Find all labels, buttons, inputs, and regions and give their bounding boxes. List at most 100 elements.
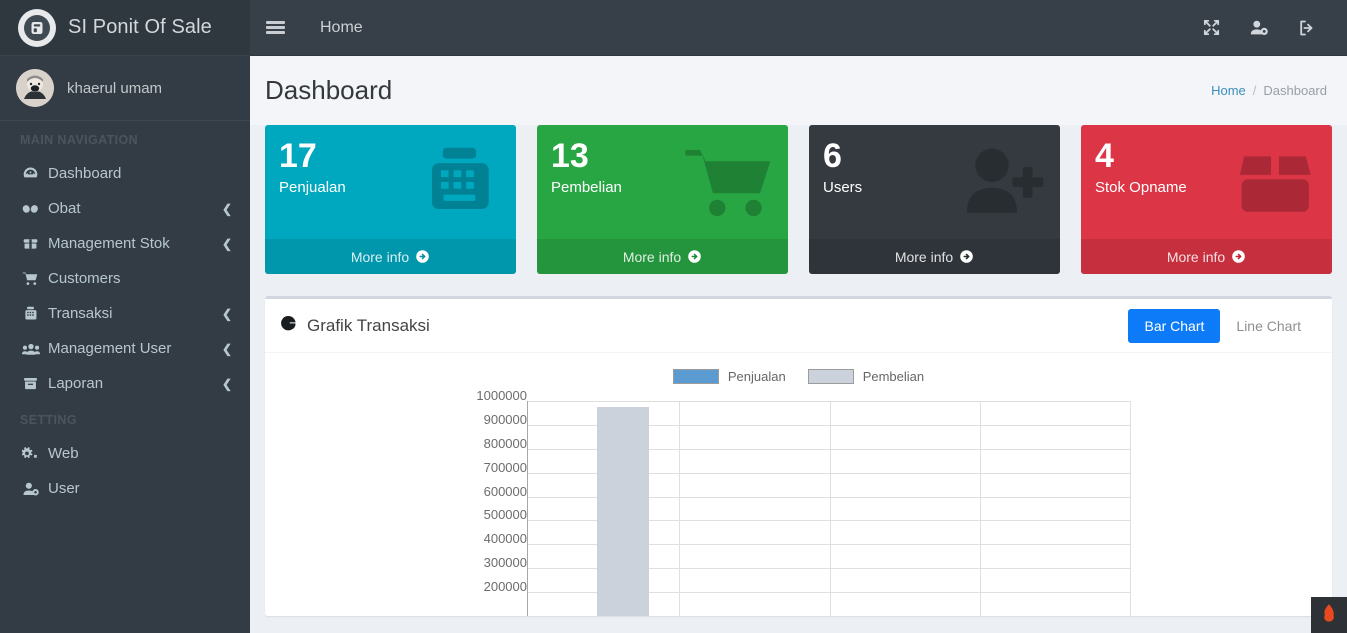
fullscreen-icon[interactable] — [1187, 0, 1235, 56]
sidebar-item-dashboard[interactable]: Dashboard — [0, 156, 250, 191]
legend-item-penjualan: Penjualan — [672, 369, 786, 384]
chevron-left-icon: ❮ — [221, 306, 232, 321]
navbar-home-link[interactable]: Home — [320, 18, 363, 36]
sidebar-item-label: User — [48, 480, 80, 497]
logout-icon[interactable] — [1283, 0, 1331, 56]
breadcrumb-home-link[interactable]: Home — [1211, 83, 1246, 98]
legend-label: Pembelian — [862, 369, 925, 384]
bar-chart-button[interactable]: Bar Chart — [1128, 308, 1221, 343]
shopping-cart-icon — [681, 137, 776, 232]
chevron-left-icon: ❮ — [221, 376, 232, 391]
info-box-more-info[interactable]: More info — [809, 239, 1060, 274]
breadcrumb-separator: / — [1252, 83, 1257, 98]
chart-legend: Penjualan Pembelian — [265, 353, 1332, 384]
sidebar-item-label: Customers — [48, 270, 121, 287]
info-box-more-info[interactable]: More info — [265, 239, 516, 274]
cash-register-icon — [22, 305, 48, 322]
sidebar: SI Ponit Of Sale khaerul umam MAIN NAVIG… — [0, 0, 250, 633]
info-box-more-info[interactable]: More info — [1081, 239, 1332, 274]
content-area: Dashboard Home / Dashboard 17 Penjualan — [250, 56, 1347, 633]
users-icon — [22, 340, 48, 358]
info-box-row: 17 Penjualan — [250, 125, 1347, 274]
chart-bar — [597, 406, 649, 616]
info-box-value: 17 — [279, 137, 317, 175]
sidebar-item-label: Management User — [48, 340, 172, 357]
sidebar-item-management-stok[interactable]: Management Stok ❮ — [0, 226, 250, 261]
sidebar-item-label: Transaksi — [48, 305, 113, 322]
arrow-circle-right-icon — [1232, 250, 1245, 263]
y-axis-tick-label: 200000 — [483, 579, 527, 595]
y-axis-tick-label: 400000 — [483, 531, 527, 547]
sidebar-item-customers[interactable]: Customers — [0, 261, 250, 296]
legend-item-pembelian: Pembelian — [807, 369, 925, 384]
nav-section-header-main: MAIN NAVIGATION — [20, 133, 139, 147]
info-box-label: Pembelian — [551, 179, 622, 196]
sidebar-item-management-user[interactable]: Management User ❮ — [0, 331, 250, 366]
info-box-label: Stok Opname — [1095, 179, 1187, 196]
info-box-inner: 17 Penjualan — [265, 125, 516, 196]
chart-plot-area — [527, 401, 1131, 616]
line-chart-button[interactable]: Line Chart — [1220, 309, 1317, 343]
legend-swatch — [807, 369, 854, 384]
grid-line-vertical — [1130, 401, 1131, 616]
info-box-label: Penjualan — [279, 179, 346, 196]
user-settings-icon[interactable] — [1235, 0, 1283, 56]
pie-chart-icon — [280, 314, 298, 337]
info-box-inner: 13 Pembelian — [537, 125, 788, 196]
y-axis-tick-label: 700000 — [483, 459, 527, 475]
arrow-circle-right-icon — [688, 250, 701, 263]
cart-icon — [22, 270, 48, 287]
info-box-pembelian[interactable]: 13 Pembelian More info — [537, 125, 788, 274]
page-title: Dashboard — [265, 75, 393, 105]
top-navbar: Home — [250, 0, 1347, 56]
sidebar-item-laporan[interactable]: Laporan ❮ — [0, 366, 250, 401]
info-box-value: 6 — [823, 137, 842, 175]
chart-body: Penjualan Pembelian 1000000 900000 800000 7… — [265, 353, 1332, 616]
flame-icon — [1320, 603, 1338, 628]
info-box-more-info[interactable]: More info — [537, 239, 788, 274]
logo-mark-icon — [18, 8, 56, 47]
info-box-footer-label: More info — [1166, 248, 1226, 265]
arrow-circle-right-icon — [960, 250, 973, 263]
y-axis-tick-label: 1000000 — [476, 388, 527, 403]
info-box-value: 13 — [551, 137, 589, 175]
arrow-circle-right-icon — [416, 250, 429, 263]
breadcrumb: Home / Dashboard — [1211, 83, 1327, 98]
hamburger-icon[interactable] — [250, 0, 300, 56]
chart-type-toggle: Bar Chart Line Chart — [1128, 308, 1317, 343]
chart-card: Grafik Transaksi Bar Chart Line Chart Pe… — [265, 296, 1332, 616]
chart-card-header: Grafik Transaksi Bar Chart Line Chart — [265, 299, 1332, 353]
sidebar-item-user[interactable]: User — [0, 471, 250, 506]
chart-plot-wrapper: 1000000 900000 800000 700000 600000 500000 400… — [265, 389, 1332, 616]
user-plus-icon — [956, 137, 1048, 232]
sidebar-item-web[interactable]: Web — [0, 436, 250, 471]
dashboard-icon — [22, 165, 48, 182]
nav-section-header-setting: SETTING — [20, 413, 77, 427]
info-box-footer-label: More info — [894, 248, 954, 265]
sidebar-item-obat[interactable]: Obat ❮ — [0, 191, 250, 226]
user-cog-icon — [22, 480, 48, 498]
box-open-icon — [1230, 137, 1320, 230]
y-axis-tick-label: 600000 — [483, 483, 527, 499]
sidebar-item-transaksi[interactable]: Transaksi ❮ — [0, 296, 250, 331]
sidebar-item-label: Web — [48, 445, 79, 462]
user-panel[interactable]: khaerul umam — [0, 56, 250, 121]
info-box-users[interactable]: 6 Users More info — [809, 125, 1060, 274]
box-icon — [22, 235, 48, 252]
info-box-inner: 6 Users — [809, 125, 1060, 196]
info-box-inner: 4 Stok Opname — [1081, 125, 1332, 196]
chart-title-text: Grafik Transaksi — [307, 315, 430, 335]
debug-bar-toggle[interactable] — [1311, 597, 1347, 633]
info-box-value: 4 — [1095, 137, 1114, 175]
chevron-left-icon: ❮ — [221, 341, 232, 356]
sidebar-item-label: Dashboard — [48, 165, 122, 182]
brand-logo[interactable]: SI Ponit Of Sale — [0, 0, 250, 56]
info-box-stok-opname[interactable]: 4 Stok Opname More info — [1081, 125, 1332, 274]
legend-label: Penjualan — [727, 369, 786, 384]
navbar-actions — [1187, 0, 1347, 56]
info-box-footer-label: More info — [622, 248, 682, 265]
y-axis-tick-label: 300000 — [483, 555, 527, 571]
grid-line-vertical — [678, 401, 680, 616]
info-box-penjualan[interactable]: 17 Penjualan — [265, 125, 516, 274]
